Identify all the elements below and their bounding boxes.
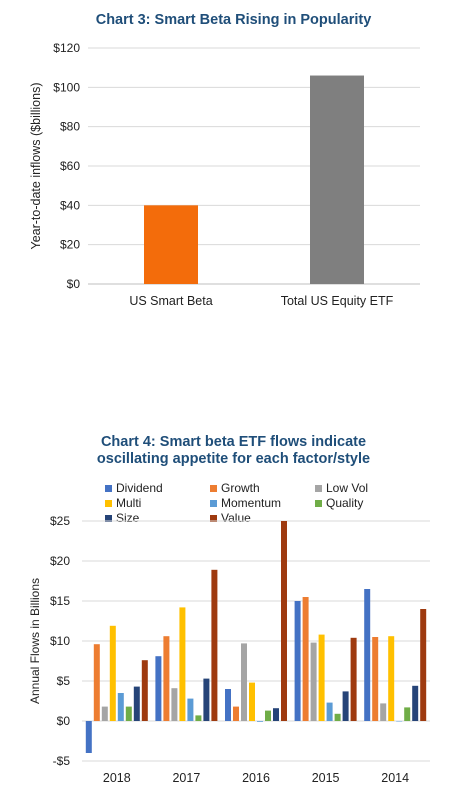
bar-multi-2017 xyxy=(179,607,186,721)
bar-dividend-2017 xyxy=(155,656,162,721)
bar-dividend-2014 xyxy=(364,589,371,721)
chart3-title: Chart 3: Smart Beta Rising in Popularity xyxy=(95,12,372,28)
bar-growth-2017 xyxy=(163,636,170,721)
chart4-legend: Dividend Growth Low Vol Multi Momentum Qualit… xyxy=(105,481,405,525)
bar-low-vol-2014 xyxy=(380,703,387,721)
legend-swatch xyxy=(210,499,217,507)
x-tick-label: US Smart Beta xyxy=(129,294,212,308)
legend-swatch xyxy=(105,484,112,492)
x-tick-label: 2016 xyxy=(242,771,270,785)
chart4-title: Chart 4: Smart beta ETF flows indicate o… xyxy=(0,434,467,468)
legend-swatch xyxy=(210,484,217,492)
bar-growth-2014 xyxy=(372,637,379,721)
legend-item-growth: Growth xyxy=(210,481,315,495)
bar-dividend-2015 xyxy=(294,601,301,721)
bar-multi-2015 xyxy=(318,634,325,721)
bar-momentum-2018 xyxy=(117,693,124,721)
legend-label: Momentum xyxy=(221,496,282,510)
y-tick-label: $100 xyxy=(53,80,80,94)
bar-multi-2016 xyxy=(249,682,255,721)
chart4-title-line-1: Chart 4: Smart beta ETF flows indicate xyxy=(100,434,367,450)
chart4-title-line-2: oscillating appetite for each factor/sty… xyxy=(96,451,371,467)
bar-size-2018 xyxy=(133,686,140,721)
x-tick-label: Total US Equity ETF xyxy=(281,294,394,308)
bar-low-vol-2017 xyxy=(171,688,178,721)
bar-value-2016 xyxy=(281,521,287,721)
bar-quality-2015 xyxy=(334,713,341,721)
chart3-plot: $0 $20 $40 $60 $80 $100 $120 US Smart Beta Total… xyxy=(29,41,420,308)
y-tick-label: $60 xyxy=(60,159,80,173)
bar-momentum-2016 xyxy=(257,721,263,722)
legend-item-momentum: Momentum xyxy=(210,496,315,510)
legend-swatch xyxy=(105,499,112,507)
bar-size-2016 xyxy=(273,708,279,721)
bar-value-2018 xyxy=(141,660,148,721)
legend-item-dividend: Dividend xyxy=(105,481,210,495)
y-tick-label: $10 xyxy=(50,634,70,648)
bar-low-vol-2016 xyxy=(241,643,247,721)
legend-label: Multi xyxy=(116,496,142,510)
bar-total-us-equity-etf xyxy=(310,75,364,285)
y-axis-label: Annual Flows in Billions xyxy=(28,578,42,704)
bar-us-smart-beta xyxy=(144,205,198,284)
x-tick-label: 2017 xyxy=(172,771,200,785)
legend-label: Quality xyxy=(326,496,364,510)
bar-dividend-2018 xyxy=(85,721,92,753)
y-tick-label: $25 xyxy=(50,514,70,528)
bar-size-2015 xyxy=(342,691,349,721)
bar-quality-2018 xyxy=(125,706,132,721)
x-tick-label: 2018 xyxy=(103,771,131,785)
y-tick-label: $120 xyxy=(53,41,80,55)
y-tick-label: -$5 xyxy=(53,754,71,768)
bar-low-vol-2018 xyxy=(101,706,108,721)
legend-item-quality: Quality xyxy=(315,496,405,510)
bar-value-2014 xyxy=(420,609,427,721)
y-tick-label: $80 xyxy=(60,120,80,134)
bar-momentum-2015 xyxy=(326,702,333,721)
legend-item-low-vol: Low Vol xyxy=(315,481,405,495)
bar-quality-2014 xyxy=(404,707,411,721)
bar-dividend-2016 xyxy=(225,689,231,721)
bar-growth-2016 xyxy=(233,706,239,721)
bar-growth-2018 xyxy=(93,644,100,721)
legend-label: Growth xyxy=(221,481,260,495)
legend-item-multi: Multi xyxy=(105,496,210,510)
bar-multi-2018 xyxy=(109,625,116,721)
x-tick-label: 2015 xyxy=(312,771,340,785)
bar-low-vol-2015 xyxy=(310,642,317,721)
y-tick-label: $0 xyxy=(57,714,71,728)
y-tick-label: $15 xyxy=(50,594,70,608)
y-tick-label: $20 xyxy=(50,554,70,568)
bar-multi-2014 xyxy=(388,636,395,721)
legend-swatch xyxy=(105,514,112,522)
bar-momentum-2014 xyxy=(396,721,403,722)
bar-quality-2016 xyxy=(265,710,271,721)
legend-swatch xyxy=(315,484,322,492)
legend-swatch xyxy=(315,499,322,507)
bar-value-2015 xyxy=(350,637,357,721)
bar-value-2017 xyxy=(211,569,218,721)
x-tick-label: 2014 xyxy=(381,771,409,785)
legend-label: Low Vol xyxy=(326,481,369,495)
y-tick-label: $40 xyxy=(60,198,80,212)
y-tick-label: $5 xyxy=(57,674,71,688)
bar-momentum-2017 xyxy=(187,698,194,721)
y-tick-label: $20 xyxy=(60,238,80,252)
legend-label: Dividend xyxy=(116,481,163,495)
y-axis-label: Year-to-date inflows ($billions) xyxy=(29,83,43,250)
bar-growth-2015 xyxy=(302,597,309,721)
bar-quality-2017 xyxy=(195,715,202,721)
legend-swatch xyxy=(210,514,217,522)
bar-size-2014 xyxy=(412,685,419,721)
bar-size-2017 xyxy=(203,678,210,721)
y-tick-label: $0 xyxy=(67,277,81,291)
